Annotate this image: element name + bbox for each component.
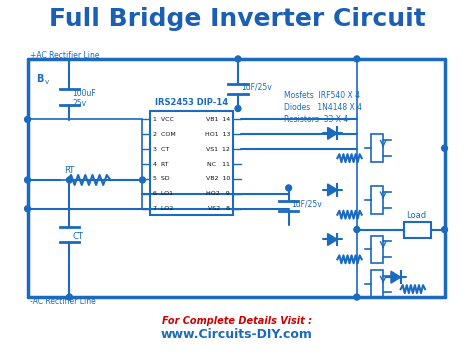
Circle shape [354,294,360,300]
Circle shape [354,227,360,233]
Text: Mosfets  IRF540 X 4: Mosfets IRF540 X 4 [284,91,360,100]
Text: v: v [45,79,49,85]
Circle shape [354,56,360,62]
Polygon shape [328,184,337,196]
Circle shape [66,294,73,300]
Bar [372,134,383,162]
Text: VS2   8: VS2 8 [208,206,230,211]
Text: 5  SD: 5 SD [153,176,170,182]
Text: www.Circuits-DIY.com: www.Circuits-DIY.com [161,328,313,341]
Text: NC   11: NC 11 [207,162,230,166]
Circle shape [235,56,241,62]
Text: 2  COM: 2 COM [153,132,176,137]
Text: 100uF
25v: 100uF 25v [73,89,96,108]
Text: Resistors  33 X 4: Resistors 33 X 4 [284,115,348,124]
Circle shape [235,106,241,112]
Text: 1uF/25v: 1uF/25v [241,82,272,91]
Text: B: B [36,74,44,84]
Bar [150,111,233,215]
Text: 1uF/25v: 1uF/25v [292,200,322,209]
Bar [372,270,383,298]
Circle shape [25,117,30,122]
Circle shape [442,145,447,151]
Text: -AC Rectifier Line: -AC Rectifier Line [30,296,96,306]
Circle shape [25,206,30,212]
Bar [403,222,431,238]
Text: +AC Rectifier Line: +AC Rectifier Line [30,51,100,61]
Bar [372,235,383,263]
Text: Load: Load [407,211,427,220]
Bar [372,186,383,214]
Text: HO1  13: HO1 13 [205,132,230,137]
Text: RT: RT [64,165,75,175]
Text: IRS2453 DIP-14: IRS2453 DIP-14 [155,98,228,107]
Polygon shape [328,233,337,245]
Text: Diodes   1N4148 X 4: Diodes 1N4148 X 4 [284,103,362,112]
Circle shape [66,177,73,183]
Polygon shape [391,271,401,283]
Text: 3  CT: 3 CT [153,147,170,152]
Text: 6  LO1: 6 LO1 [153,191,173,196]
Text: VB2  10: VB2 10 [206,176,230,182]
Circle shape [25,177,30,183]
Polygon shape [328,127,337,139]
Text: VB1  14: VB1 14 [206,117,230,122]
Circle shape [442,227,447,233]
Text: VS1  12: VS1 12 [206,147,230,152]
Text: 4  RT: 4 RT [153,162,169,166]
Circle shape [286,185,292,191]
Text: Full Bridge Inverter Circuit: Full Bridge Inverter Circuit [49,7,425,31]
Text: For Complete Details Visit :: For Complete Details Visit : [162,316,312,326]
Text: HO2   9: HO2 9 [207,191,230,196]
Text: 7  LO2: 7 LO2 [153,206,173,211]
Circle shape [139,177,146,183]
Text: CT: CT [73,232,83,241]
Text: 1  VCC: 1 VCC [153,117,174,122]
